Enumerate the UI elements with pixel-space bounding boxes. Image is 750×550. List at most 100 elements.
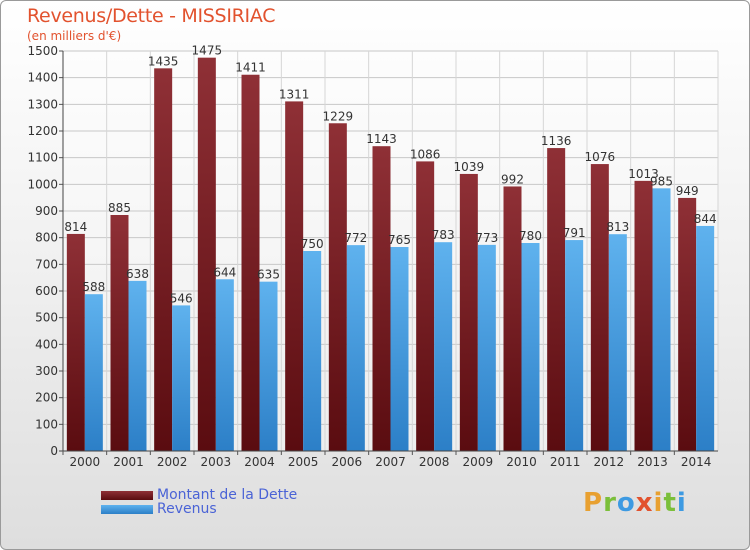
value-label: 844: [694, 212, 717, 226]
chart-subtitle: (en milliers d'€): [27, 29, 122, 43]
y-tick-label: 1300: [27, 97, 58, 111]
y-tick-label: 600: [35, 284, 58, 298]
y-tick-label: 800: [35, 231, 58, 245]
bar-revenus: [172, 305, 191, 451]
value-label: 638: [126, 267, 149, 281]
value-label: 772: [344, 231, 367, 245]
value-label: 588: [82, 280, 105, 294]
value-label: 1435: [148, 54, 179, 68]
y-tick-label: 1500: [27, 44, 58, 58]
value-label: 1229: [323, 109, 354, 123]
legend-item-dette: Montant de la Dette: [101, 487, 297, 503]
x-tick-label: 2001: [113, 455, 144, 469]
bar-revenus: [215, 279, 234, 451]
bar-revenus: [84, 294, 103, 451]
bar-revenus: [128, 280, 147, 451]
bar-revenus: [346, 245, 365, 451]
bar-dette: [416, 161, 435, 451]
x-tick-label: 2000: [70, 455, 101, 469]
value-label: 773: [475, 231, 498, 245]
value-label: 780: [519, 229, 542, 243]
bar-revenus: [565, 240, 584, 451]
value-label: 949: [676, 184, 699, 198]
value-label: 1136: [541, 134, 572, 148]
value-label: 750: [301, 237, 324, 251]
x-tick-label: 2011: [550, 455, 581, 469]
legend-swatch-revenus: [101, 504, 153, 514]
bar-dette: [66, 233, 85, 451]
y-tick-label: 100: [35, 417, 58, 431]
bar-revenus: [303, 251, 322, 451]
y-tick-label: 700: [35, 257, 58, 271]
bar-dette: [503, 186, 522, 451]
value-label: 1076: [585, 150, 616, 164]
bars: [66, 57, 715, 452]
value-label: 1086: [410, 147, 441, 161]
y-tick-label: 0: [50, 444, 58, 458]
value-label: 783: [432, 228, 455, 242]
y-tick-label: 300: [35, 364, 58, 378]
x-tick-label: 2012: [594, 455, 625, 469]
bar-dette: [590, 164, 609, 452]
bar-revenus: [521, 243, 540, 451]
value-label: 985: [650, 174, 673, 188]
y-tick-label: 200: [35, 391, 58, 405]
bar-dette: [372, 146, 391, 451]
value-label: 1013: [628, 167, 659, 181]
bar-dette: [547, 148, 566, 452]
bar-revenus: [652, 188, 671, 452]
value-label: 992: [501, 172, 524, 186]
legend-label-revenus: Revenus: [157, 501, 217, 517]
bar-dette: [634, 180, 653, 451]
bar-dette: [285, 101, 304, 452]
bar-revenus: [434, 242, 453, 451]
value-label: 1039: [454, 160, 485, 174]
axes: 0 100 200 300 400 500 600 700 800 900 1000 1100 1200…: [27, 44, 718, 469]
x-tick-label: 2014: [681, 455, 712, 469]
x-tick-label: 2003: [201, 455, 232, 469]
x-tick-label: 2013: [637, 455, 668, 469]
y-tick-label: 500: [35, 311, 58, 325]
value-label: 1475: [192, 44, 223, 58]
x-tick-label: 2004: [244, 455, 275, 469]
y-tick-label: 1100: [27, 151, 58, 165]
value-label: 546: [170, 291, 193, 305]
value-labels: 814 588 885 638 1435 546 1475 644 1411 635 1311 750…: [64, 44, 716, 306]
y-tick-label: 1200: [27, 124, 58, 138]
value-label: 1411: [235, 61, 266, 75]
value-label: 814: [64, 220, 87, 234]
value-label: 635: [257, 268, 280, 282]
value-label: 1311: [279, 87, 310, 101]
bar-dette: [328, 123, 347, 452]
legend-swatch-dette: [101, 490, 153, 500]
x-tick-label: 2010: [506, 455, 537, 469]
value-label: 791: [563, 226, 586, 240]
bar-revenus: [259, 281, 278, 451]
value-label: 644: [213, 265, 236, 279]
value-label: 1143: [366, 132, 397, 146]
x-tick-label: 2006: [332, 455, 363, 469]
bar-dette: [154, 68, 173, 451]
y-tick-label: 1400: [27, 71, 58, 85]
bar-dette: [197, 57, 216, 452]
x-tick-label: 2009: [463, 455, 494, 469]
bar-revenus: [608, 234, 627, 451]
bar-revenus: [696, 225, 715, 451]
legend-item-revenus: Revenus: [101, 501, 297, 517]
x-tick-label: 2007: [375, 455, 406, 469]
y-tick-label: 1000: [27, 177, 58, 191]
value-label: 765: [388, 233, 411, 247]
bar-dette: [459, 173, 478, 451]
bar-revenus: [390, 247, 409, 451]
bar-revenus: [477, 244, 496, 451]
chart-title: Revenus/Dette - MISSIRIAC: [27, 5, 276, 27]
legend: Montant de la Dette Revenus: [101, 487, 297, 517]
x-tick-label: 2002: [157, 455, 188, 469]
value-label: 813: [606, 220, 629, 234]
value-label: 885: [108, 201, 131, 215]
bar-dette: [678, 197, 697, 451]
y-tick-label: 400: [35, 337, 58, 351]
y-tick-label: 900: [35, 204, 58, 218]
